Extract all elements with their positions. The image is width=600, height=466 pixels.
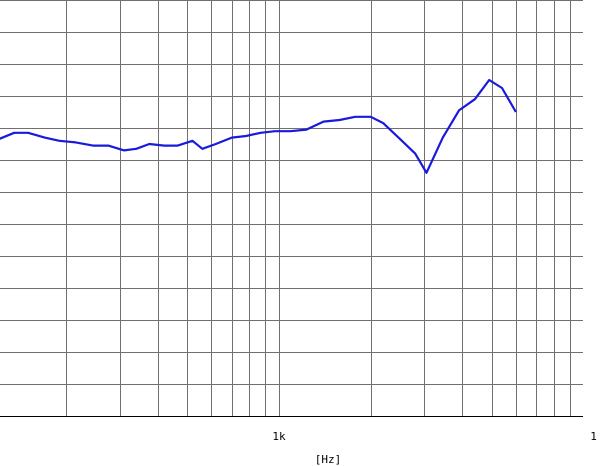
x-axis-label: [Hz] [315, 453, 342, 466]
series-group [0, 78, 517, 174]
grid [0, 0, 583, 417]
series-line [0, 78, 517, 174]
x-tick-label: 1k [272, 430, 286, 443]
x-tick-labels: 1k 1 [272, 430, 596, 443]
x-tick-label: 1 [590, 430, 597, 443]
